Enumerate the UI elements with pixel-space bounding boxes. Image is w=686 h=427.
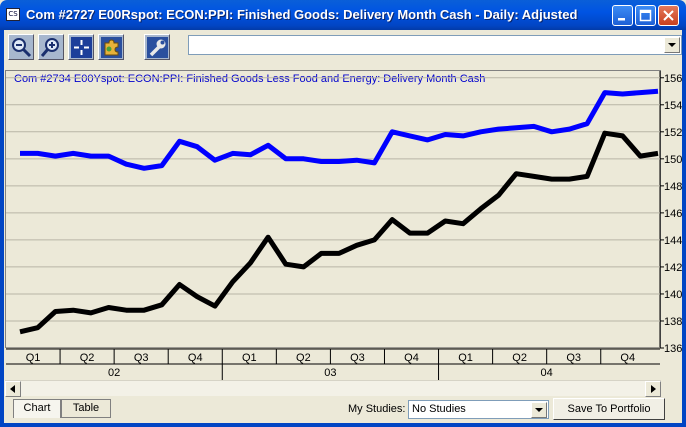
minimize-icon xyxy=(618,18,625,21)
save-to-portfolio-button[interactable]: Save To Portfolio xyxy=(553,398,665,420)
y-tick-label: 140 xyxy=(664,289,682,301)
close-button[interactable] xyxy=(658,5,679,26)
y-tick-label: 156 xyxy=(664,73,682,85)
scroll-right-button[interactable] xyxy=(645,381,661,397)
y-tick-label: 138 xyxy=(664,316,682,328)
quarter-label: Q4 xyxy=(620,352,635,364)
toolbar xyxy=(0,30,686,66)
year-label: 02 xyxy=(108,367,120,379)
symbol-combo[interactable] xyxy=(188,35,682,55)
maximize-button[interactable] xyxy=(635,5,656,26)
window-frame xyxy=(0,66,686,427)
zoom-in-button[interactable] xyxy=(38,34,64,60)
chevron-left-icon xyxy=(10,385,15,393)
y-tick-label: 148 xyxy=(664,181,682,193)
chevron-down-icon xyxy=(535,408,543,412)
series-line-black xyxy=(19,130,659,335)
chevron-down-icon xyxy=(668,43,676,47)
studies-select-value: No Studies xyxy=(412,403,466,415)
quarter-label: Q2 xyxy=(512,352,527,364)
quarter-label: Q1 xyxy=(458,352,473,364)
close-icon xyxy=(663,10,674,21)
tab-chart[interactable]: Chart xyxy=(13,399,61,418)
studies-dropdown-button[interactable] xyxy=(531,402,547,418)
title-bar[interactable]: CS Com #2727 E00Rspot: ECON:PPI: Finishe… xyxy=(0,0,686,30)
tab-table[interactable]: Table xyxy=(61,399,111,418)
y-tick-label: 150 xyxy=(664,154,682,166)
chart-title: Com #2734 E00Yspot: ECON:PPI: Finished G… xyxy=(14,73,486,85)
quarter-label: Q4 xyxy=(188,352,203,364)
y-tick-label: 142 xyxy=(664,262,682,274)
zoom-in-icon xyxy=(41,38,59,57)
studies-label: My Studies: xyxy=(348,403,406,415)
quarter-label: Q2 xyxy=(80,352,95,364)
y-tick-label: 144 xyxy=(664,235,682,247)
y-tick-label: 136 xyxy=(664,343,682,355)
combo-dropdown-button[interactable] xyxy=(664,37,680,53)
quarter-label: Q2 xyxy=(296,352,311,364)
studies-select[interactable]: No Studies xyxy=(408,400,549,419)
quarter-label: Q1 xyxy=(26,352,41,364)
crosshair-icon xyxy=(71,37,92,58)
puzzle-icon xyxy=(101,37,122,58)
year-label: 03 xyxy=(324,367,336,379)
scroll-left-button[interactable] xyxy=(5,381,21,397)
horizontal-scrollbar[interactable] xyxy=(5,380,661,397)
quarter-label: Q3 xyxy=(566,352,581,364)
settings-button[interactable] xyxy=(144,34,170,60)
crosshair-button[interactable] xyxy=(68,34,94,60)
y-tick-label: 146 xyxy=(664,208,682,220)
window-title: Com #2727 E00Rspot: ECON:PPI: Finished G… xyxy=(26,7,578,22)
puzzle-button[interactable] xyxy=(98,34,124,60)
quarter-label: Q1 xyxy=(242,352,257,364)
app-icon[interactable]: CS xyxy=(6,8,20,21)
year-label: 04 xyxy=(541,367,553,379)
zoom-out-icon xyxy=(12,38,32,58)
y-tick-label: 152 xyxy=(664,127,682,139)
zoom-out-button[interactable] xyxy=(8,34,34,60)
quarter-label: Q3 xyxy=(134,352,149,364)
y-tick-label: 154 xyxy=(664,100,682,112)
wrench-icon xyxy=(147,37,168,58)
quarter-label: Q3 xyxy=(350,352,365,364)
quarter-label: Q4 xyxy=(404,352,419,364)
chevron-right-icon xyxy=(651,385,656,393)
series-line-blue xyxy=(20,88,659,171)
minimize-button[interactable] xyxy=(612,5,633,26)
chart-area[interactable] xyxy=(5,70,661,348)
bottom-bar: Chart Table My Studies: No Studies Save … xyxy=(5,397,677,423)
maximize-icon xyxy=(639,9,652,22)
